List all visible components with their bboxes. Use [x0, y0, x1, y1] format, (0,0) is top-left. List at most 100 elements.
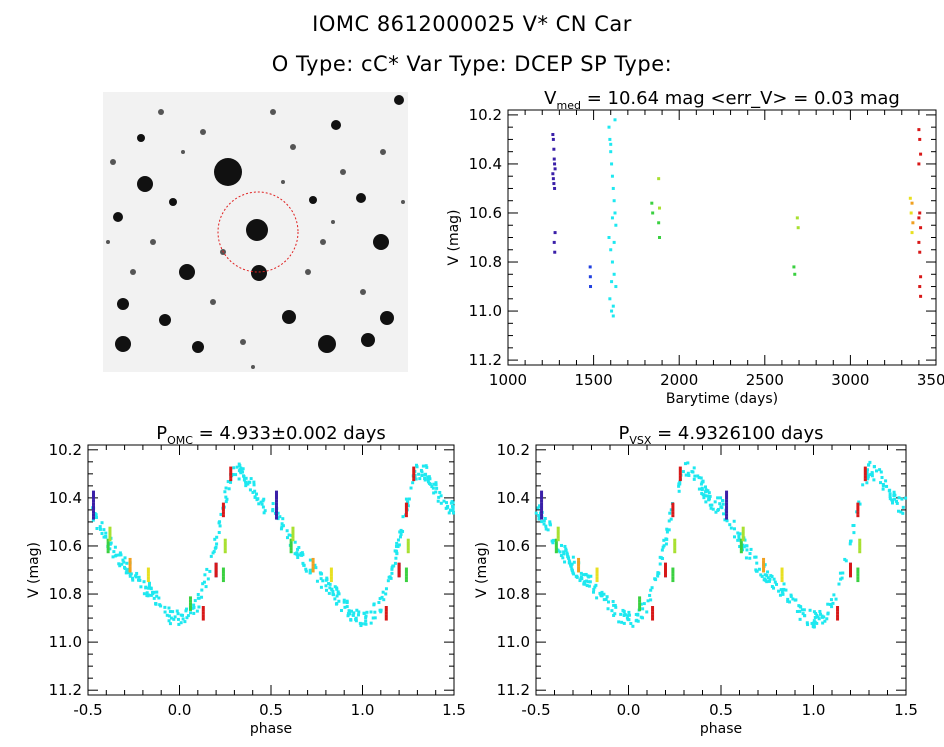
data-point: [131, 576, 135, 580]
data-point: [795, 609, 799, 613]
data-point: [544, 527, 548, 531]
data-point: [437, 495, 441, 499]
data-point: [363, 622, 367, 626]
data-point: [237, 477, 241, 481]
data-point: [836, 608, 840, 612]
data-point: [333, 585, 337, 589]
data-point: [881, 484, 885, 488]
data-point: [404, 570, 408, 574]
data-point: [562, 550, 566, 554]
data-point: [111, 555, 115, 559]
data-point: [673, 550, 677, 554]
data-point: [221, 514, 225, 518]
data-point: [739, 544, 743, 548]
data-point: [762, 560, 766, 564]
data-point: [770, 584, 774, 588]
data-point: [251, 490, 255, 494]
data-point: [819, 612, 823, 616]
data-point: [725, 513, 729, 517]
data-point: [144, 585, 148, 589]
x-tick-label: 2000: [660, 371, 698, 389]
data-point: [172, 617, 176, 621]
data-point: [219, 512, 223, 516]
y-tick-label: 10.4: [497, 489, 530, 507]
data-point: [261, 505, 265, 509]
x-tick-label: 0.0: [617, 701, 641, 719]
data-point: [432, 491, 436, 495]
page-subtitle: O Type: cC* Var Type: DCEP SP Type:: [271, 52, 673, 76]
data-point: [399, 532, 403, 536]
data-point: [784, 588, 788, 592]
data-point: [248, 488, 252, 492]
data-point: [327, 582, 331, 586]
data-point: [214, 571, 218, 575]
data-point: [146, 567, 150, 571]
data-point: [808, 608, 812, 612]
data-point: [167, 619, 171, 623]
data-point: [569, 564, 573, 568]
x-tick-label: 0.5: [259, 701, 283, 719]
data-point: [438, 490, 442, 494]
data-point: [567, 556, 571, 560]
y-tick-label: 11.2: [469, 351, 502, 369]
data-point: [622, 610, 626, 614]
data-point: [142, 580, 146, 584]
data-point: [417, 472, 421, 476]
data-point: [763, 573, 767, 577]
data-point: [147, 586, 151, 590]
data-point: [856, 514, 860, 518]
data-point: [397, 574, 401, 578]
data-point: [725, 516, 729, 520]
data-point: [253, 495, 257, 499]
data-point: [102, 528, 106, 532]
data-point: [863, 475, 867, 479]
data-point: [678, 466, 682, 470]
data-point: [542, 522, 546, 526]
data-point: [191, 606, 195, 610]
data-point: [602, 592, 606, 596]
data-point: [373, 610, 377, 614]
data-point: [221, 511, 225, 515]
data-point: [369, 621, 373, 625]
data-point: [780, 590, 784, 594]
data-point: [775, 582, 779, 586]
y-tick-label: 10.8: [497, 585, 530, 603]
data-point: [556, 535, 560, 539]
y-tick-label: 10.2: [497, 441, 530, 459]
data-point: [749, 547, 753, 551]
data-point: [638, 599, 642, 603]
data-point: [579, 571, 583, 575]
data-point: [719, 505, 723, 509]
data-point: [414, 463, 418, 467]
data-point: [128, 566, 132, 570]
data-point: [404, 511, 408, 515]
data-point: [128, 574, 132, 578]
data-point: [364, 614, 368, 618]
data-point: [863, 469, 867, 473]
data-point: [669, 517, 673, 521]
data-point: [106, 550, 110, 554]
data-point: [423, 477, 427, 481]
data-point: [185, 616, 189, 620]
data-point: [678, 469, 682, 473]
data-point: [223, 490, 227, 494]
data-point: [113, 545, 117, 549]
data-point: [237, 462, 241, 466]
data-point: [704, 494, 708, 498]
data-point: [183, 620, 187, 624]
data-point: [649, 588, 653, 592]
data-point: [870, 474, 874, 478]
data-point: [279, 527, 283, 531]
data-point: [841, 571, 845, 575]
data-point: [106, 541, 110, 545]
data-point: [610, 309, 614, 313]
data-point: [781, 588, 785, 592]
data-point: [803, 614, 807, 618]
data-point: [866, 474, 870, 478]
data-point: [373, 616, 377, 620]
data-point: [823, 619, 827, 623]
data-point: [664, 574, 667, 578]
chart-title: Vmed = 10.64 mag <err_V> = 0.03 mag: [544, 88, 900, 112]
data-point: [623, 613, 627, 617]
data-point: [673, 541, 677, 545]
